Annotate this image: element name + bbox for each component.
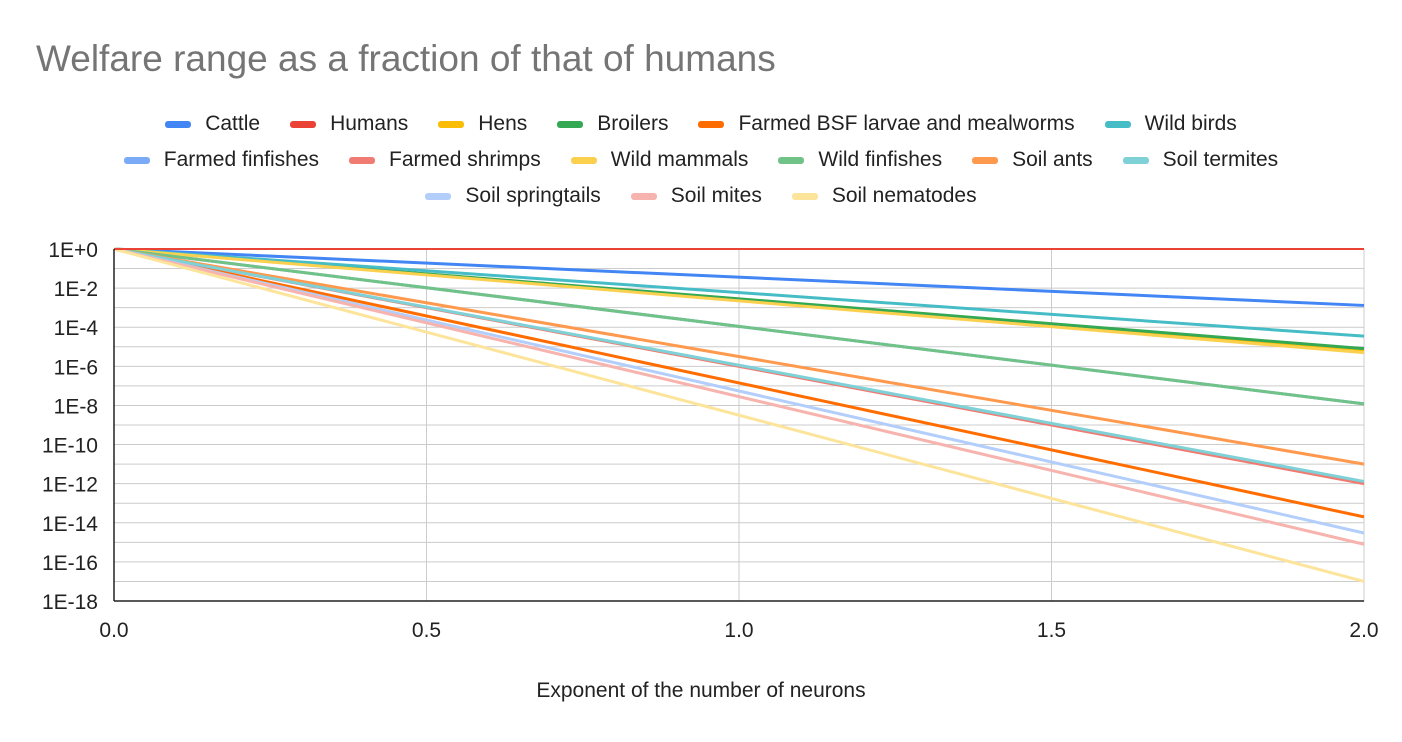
legend-swatch [791,192,818,200]
y-tick-label: 1E-6 [54,356,98,379]
series-line-wild-birds [113,247,1365,338]
legend-item: Humans [290,112,408,136]
legend-swatch [425,192,452,200]
series-line-soil-ants [113,247,1365,466]
legend-label: Soil nematodes [831,184,977,207]
legend-swatch [1122,156,1149,164]
legend-label: Wild finfishes [818,148,943,171]
legend-item: Wild birds [1104,112,1237,136]
series-line-soil-springtails [113,247,1365,535]
legend-item: Farmed BSF larvae and mealworms [698,112,1075,136]
legend-label: Soil termites [1162,148,1279,171]
y-tick-label: 1E-12 [42,474,98,497]
legend-label: Soil ants [1012,148,1093,171]
legend-label: Farmed finfishes [163,148,320,171]
series-line-wild-finfishes [113,247,1365,406]
legend-swatch [123,156,150,164]
legend-label: Cattle [205,112,261,135]
x-tick-labels: 0.0 0.5 1.0 1.5 2.0 [99,619,1378,642]
series-line-cattle [113,247,1365,307]
series-line-soil-termites [113,247,1365,483]
legend-item: Wild mammals [570,148,749,172]
chart-title: Welfare range as a fraction of that of h… [36,38,776,79]
series-lines [113,247,1365,583]
legend-label: Broilers [597,112,669,135]
y-tick-label: 1E-18 [42,591,98,614]
x-tick-label: 1.0 [724,619,753,642]
x-axis-label: Exponent of the number of neurons [536,679,866,702]
legend-swatch [630,192,657,200]
legend-label: Soil mites [670,184,762,207]
legend-item: Soil springtails [425,184,601,208]
y-tick-label: 1E-4 [54,317,99,340]
x-tick-label: 0.0 [99,619,128,642]
series-line-wild-mammals [113,247,1365,355]
legend-item: Cattle [165,112,260,136]
x-tick-label: 1.5 [1037,619,1066,642]
legend-item: Soil termites [1122,148,1279,172]
legend-swatch [698,120,725,128]
y-tick-label: 1E-14 [42,513,98,536]
y-tick-label: 1E-16 [42,552,98,575]
axes [113,249,1364,602]
legend-swatch [1104,120,1131,128]
legend-swatch [165,120,192,128]
y-tick-label: 1E+0 [48,239,98,262]
legend-item: Soil ants [972,148,1093,172]
legend-label: Humans [330,112,409,135]
x-tick-label: 2.0 [1349,619,1378,642]
y-tick-label: 1E-2 [54,278,98,301]
legend-swatch [972,156,999,164]
series-line-soil-mites [113,247,1365,546]
legend-label: Wild birds [1144,112,1237,135]
y-tick-labels: 1E+0 1E-2 1E-4 1E-6 1E-8 1E-10 1E-12 1E-14 1E-16… [42,239,98,614]
legend-label: Hens [478,112,528,135]
legend-item: Farmed shrimps [349,148,541,172]
x-tick-label: 0.5 [412,619,441,642]
legend-row: Soil springtails Soil mites Soil nematodes [0,184,1402,208]
legend-item: Soil mites [630,184,762,208]
legend-swatch [557,120,584,128]
series-line-soil-nematodes [113,247,1365,583]
legend-label: Soil springtails [465,184,601,207]
legend-label: Farmed BSF larvae and mealworms [738,112,1075,135]
legend-item: Broilers [557,112,668,136]
series-line-farmed-bsf-larvae-and-mealworms [113,247,1365,519]
legend-item: Soil nematodes [791,184,977,208]
y-tick-label: 1E-8 [54,395,98,418]
legend-swatch [290,120,317,128]
legend-swatch [570,156,597,164]
y-tick-label: 1E-10 [42,435,98,458]
legend-label: Farmed shrimps [389,148,541,171]
legend-item: Wild finfishes [778,148,942,172]
legend-swatch [438,120,465,128]
legend-label: Wild mammals [610,148,749,171]
legend-row: Farmed finfishes Farmed shrimps Wild mamma… [0,148,1402,172]
legend-item: Hens [438,112,527,136]
legend-swatch [349,156,376,164]
legend-row: Cattle Humans Hens Broilers Farmed BSF larva… [0,112,1402,136]
legend-swatch [778,156,805,164]
legend-item: Farmed finfishes [123,148,320,172]
